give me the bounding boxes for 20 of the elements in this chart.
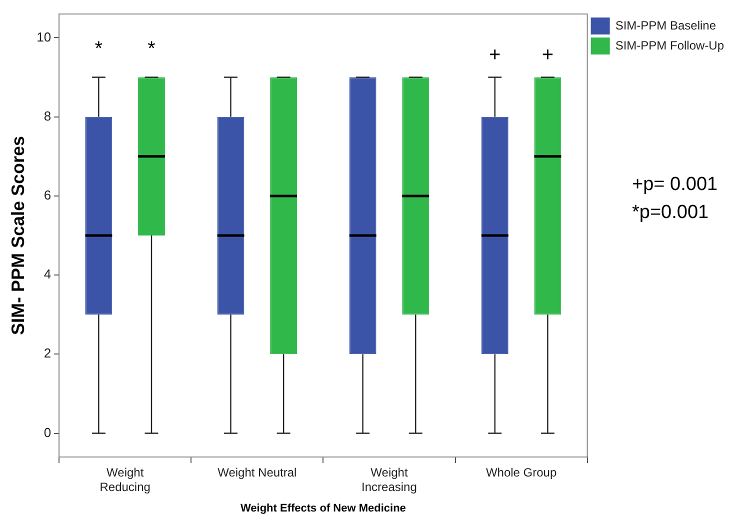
text: +p= 0.001 [632,174,718,196]
x-tick-label: Weight Neutral [218,466,297,480]
y-tick-label: 4 [44,266,52,282]
text: *p=0.001 [632,202,709,224]
annotation: + [542,44,554,66]
x-tick-label: Whole Group [486,466,557,480]
y-axis-title: SIM- PPM Scale Scores [8,136,28,336]
y-tick-label: 10 [36,29,52,44]
legend-label: SIM-PPM Follow-Up [615,38,724,52]
y-tick-label: 0 [44,424,52,440]
annotation: * [94,38,103,60]
y-tick-label: 2 [44,346,52,361]
y-tick-label: 6 [44,188,52,203]
x-axis-title: Weight Effects of New Medicine [240,502,406,514]
x-tick-label: Weight Reducing [100,466,150,494]
annotation: + [489,44,501,66]
y-tick-label: 8 [44,108,52,124]
annotation: * [148,38,156,60]
x-tick-label: Weight Increasing [362,466,417,494]
legend-label: SIM-PPM Baseline [615,18,716,32]
